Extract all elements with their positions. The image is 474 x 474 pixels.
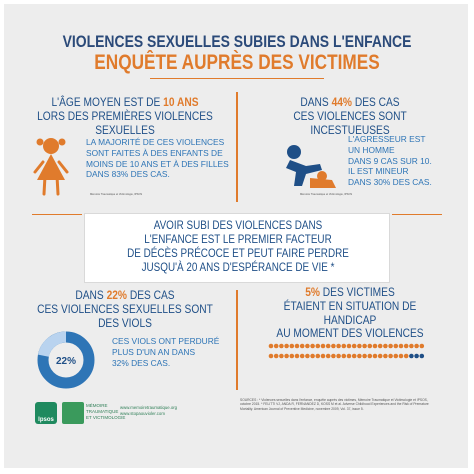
- dot: [305, 353, 310, 359]
- sources-text: SOURCES : * Violences sexuelles dans l'e…: [240, 398, 429, 411]
- dot: [273, 353, 279, 359]
- q2-ref: Mémoire Traumatique et Victimologie, IPS…: [300, 193, 353, 196]
- dot: [398, 343, 404, 349]
- dot: [341, 343, 347, 349]
- header-underline: [150, 78, 324, 79]
- dot: [377, 353, 383, 359]
- dot: [279, 353, 284, 359]
- dot: [367, 353, 373, 359]
- dot: [341, 353, 347, 359]
- dot-handicap: [409, 353, 414, 359]
- dot: [351, 353, 357, 359]
- dot: [346, 353, 352, 359]
- dot: [383, 343, 388, 349]
- divider-right: [392, 214, 442, 215]
- dot: [336, 353, 341, 359]
- rape-donut-chart: 22%: [37, 331, 95, 389]
- dot: [357, 353, 362, 359]
- dot: [310, 353, 315, 359]
- dot: [377, 343, 383, 349]
- dot: [268, 343, 274, 349]
- donut-slice: [38, 331, 67, 358]
- dot: [289, 353, 295, 359]
- dot: [320, 353, 326, 359]
- dot: [315, 343, 321, 349]
- dot: [289, 343, 295, 349]
- header-subtitle: ENQUÊTE AUPRÈS DES VICTIMES: [94, 51, 380, 74]
- dot: [346, 343, 352, 349]
- q3-title: DANS 22% DES CAS CES VIOLENCES SEXUELLES…: [37, 288, 213, 330]
- dot: [325, 353, 331, 359]
- dot: [393, 353, 399, 359]
- dot: [325, 343, 331, 349]
- dot: [362, 353, 367, 359]
- ipsos-logo: Ipsos: [35, 402, 57, 424]
- dot: [268, 353, 274, 359]
- dot: [403, 353, 409, 359]
- donut-label: 22%: [56, 356, 76, 367]
- dot: [388, 343, 393, 349]
- dot: [383, 353, 388, 359]
- dot-handicap: [414, 353, 419, 359]
- dot: [284, 343, 289, 349]
- dot: [294, 343, 300, 349]
- dot: [351, 343, 357, 349]
- dot: [294, 353, 300, 359]
- aggressor-icon: [286, 145, 336, 188]
- dot: [367, 343, 373, 349]
- url-memoire[interactable]: www.memoiretraumatique.org: [120, 405, 178, 410]
- dot: [414, 343, 419, 349]
- divider-top: [236, 92, 238, 202]
- dot: [372, 353, 378, 359]
- dot: [419, 343, 425, 349]
- dot: [315, 353, 321, 359]
- dot: [403, 343, 409, 349]
- dot: [388, 353, 393, 359]
- dot: [409, 343, 414, 349]
- dot: [393, 343, 399, 349]
- dot: [273, 343, 279, 349]
- memoire-traumatique-logo: [62, 402, 84, 424]
- divider-left: [32, 214, 82, 215]
- q1-title: L'ÂGE MOYEN EST DE 10 ANS LORS DES PREMI…: [37, 95, 213, 137]
- memoire-traumatique-name: MÉMOIRE TRAUMATIQUE ET VICTIMOLOGIE: [86, 403, 126, 420]
- q1-ref: Mémoire Traumatique et Victimologie, IPS…: [90, 193, 143, 196]
- url-stop[interactable]: www.stopaouvioler.com: [120, 411, 165, 417]
- dot: [299, 353, 305, 359]
- q2-body: L'AGRESSEUR EST UN HOMME DANS 9 CAS SUR …: [348, 134, 432, 187]
- dot: [331, 343, 336, 349]
- dot: [362, 343, 367, 349]
- q3-body: CES VIOLS ONT PERDURÉ PLUS D'UN AN DANS …: [112, 336, 220, 368]
- dot: [372, 343, 378, 349]
- footer-urls: www.memoiretraumatique.org www.stopaouvi…: [120, 405, 177, 418]
- center-statement: AVOIR SUBI DES VIOLENCES DANS L'ENFANCE …: [127, 220, 349, 275]
- dot: [305, 343, 310, 349]
- dot: [284, 353, 289, 359]
- q2-title: DANS 44% DES CAS CES VIOLENCES SONT INCE…: [293, 95, 407, 137]
- dot: [299, 343, 305, 349]
- handicap-dot-chart: [268, 343, 425, 359]
- dot: [310, 343, 315, 349]
- q1-body: LA MAJORITÉ DE CES VIOLENCES SONT FAITES…: [86, 137, 229, 180]
- dot: [398, 353, 404, 359]
- header-title: VIOLENCES SEXUELLES SUBIES DANS L'ENFANC…: [62, 32, 412, 51]
- dot: [331, 353, 336, 359]
- dot: [279, 343, 284, 349]
- dot-handicap: [419, 353, 425, 359]
- dot: [320, 343, 326, 349]
- center-statement-box: AVOIR SUBI DES VIOLENCES DANS L'ENFANCE …: [84, 213, 390, 283]
- q4-title: 5% DES VICTIMES ÉTAIENT EN SITUATION DE …: [276, 285, 424, 341]
- dot: [336, 343, 341, 349]
- divider-bottom: [236, 290, 238, 390]
- dot: [357, 343, 362, 349]
- girl-icon: [33, 138, 69, 196]
